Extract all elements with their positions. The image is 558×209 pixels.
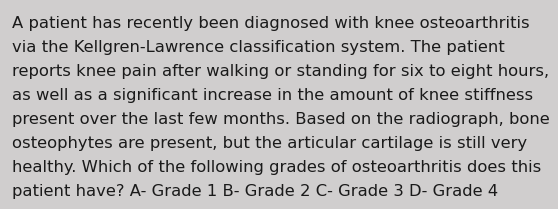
Text: osteophytes are present, but the articular cartilage is still very: osteophytes are present, but the articul… [12,136,527,151]
Text: patient have? A- Grade 1 B- Grade 2 C- Grade 3 D- Grade 4: patient have? A- Grade 1 B- Grade 2 C- G… [12,184,498,199]
Text: healthy. Which of the following grades of osteoarthritis does this: healthy. Which of the following grades o… [12,160,541,175]
Text: as well as a significant increase in the amount of knee stiffness: as well as a significant increase in the… [12,88,533,103]
Text: A patient has recently been diagnosed with knee osteoarthritis: A patient has recently been diagnosed wi… [12,16,530,31]
Text: reports knee pain after walking or standing for six to eight hours,: reports knee pain after walking or stand… [12,64,549,79]
Text: present over the last few months. Based on the radiograph, bone: present over the last few months. Based … [12,112,550,127]
Text: via the Kellgren-Lawrence classification system. The patient: via the Kellgren-Lawrence classification… [12,40,505,55]
